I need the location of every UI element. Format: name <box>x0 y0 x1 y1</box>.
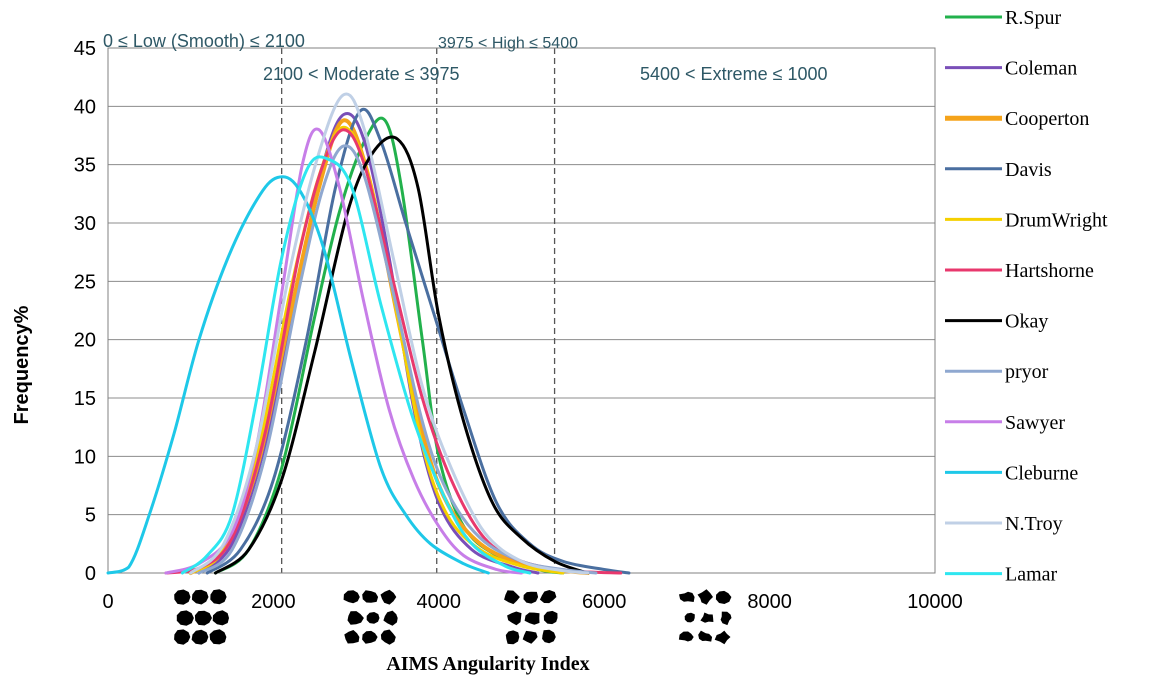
legend-label: DrumWright <box>1005 209 1108 231</box>
legend-label: N.Troy <box>1005 513 1063 535</box>
extreme-angular-particles-icon <box>678 589 732 645</box>
y-tick-label: 10 <box>74 446 96 468</box>
x-tick-label: 2000 <box>251 591 296 613</box>
y-tick-label: 35 <box>74 155 96 177</box>
region-annotation: 5400 < Extreme ≤ 1000 <box>640 64 828 84</box>
x-axis-label: AIMS Angularity Index <box>386 653 589 675</box>
legend-label: Coleman <box>1005 58 1077 80</box>
legend-label: Davis <box>1005 159 1052 181</box>
y-tick-label: 40 <box>74 96 96 118</box>
moderate-particles-icon <box>343 589 398 645</box>
series-line-okay <box>214 135 590 575</box>
legend-label: Okay <box>1005 311 1048 333</box>
series-line-pryor <box>197 144 598 575</box>
y-tick-label: 0 <box>85 563 96 585</box>
legend-label: Lamar <box>1005 564 1058 586</box>
y-tick-label: 15 <box>74 388 96 410</box>
rounded-particles-icon <box>174 589 229 645</box>
series-line-coleman <box>197 112 540 575</box>
region-annotation: 0 ≤ Low (Smooth) ≤ 2100 <box>103 31 305 51</box>
plot-area <box>107 47 936 574</box>
angular-particles-icon <box>504 590 558 645</box>
legend-label: pryor <box>1005 361 1049 383</box>
series-lines <box>106 92 631 575</box>
series-line-n-troy <box>189 92 590 575</box>
x-tick-label: 10000 <box>907 591 963 613</box>
x-tick-label: 8000 <box>747 591 792 613</box>
legend: R.Spur Coleman Cooperton Davis DrumWright Har… <box>945 7 1108 586</box>
region-annotation: 2100 < Moderate ≤ 3975 <box>263 64 460 84</box>
y-tick-label: 5 <box>85 505 96 527</box>
y-tick-label: 30 <box>74 213 96 235</box>
legend-label: R.Spur <box>1005 7 1061 29</box>
x-tick-label: 6000 <box>582 591 627 613</box>
series-line-sawyer <box>164 127 523 575</box>
series-line-cleburne <box>106 175 490 575</box>
x-tick-labels: 0 2000 4000 6000 8000 10000 <box>102 591 962 613</box>
y-tick-label: 25 <box>74 271 96 293</box>
y-tick-label: 20 <box>74 330 96 352</box>
region-annotations: 0 ≤ Low (Smooth) ≤ 2100 2100 < Moderate ≤… <box>103 31 828 84</box>
y-axis-label: Frequency% <box>11 305 33 424</box>
legend-label: Sawyer <box>1005 412 1065 434</box>
gridlines <box>108 47 935 574</box>
legend-label: Hartshorne <box>1005 260 1094 282</box>
legend-label: Cooperton <box>1005 108 1089 130</box>
y-tick-label: 45 <box>74 38 96 60</box>
region-annotation: 3975 < High ≤ 5400 <box>438 35 578 52</box>
x-tick-label: 0 <box>102 591 113 613</box>
x-tick-label: 4000 <box>417 591 462 613</box>
legend-label: Cleburne <box>1005 462 1078 484</box>
series-line-lamar <box>180 155 532 575</box>
particle-shape-icons <box>174 589 732 645</box>
y-tick-labels: 0 5 10 15 20 25 30 35 40 45 <box>74 38 96 585</box>
